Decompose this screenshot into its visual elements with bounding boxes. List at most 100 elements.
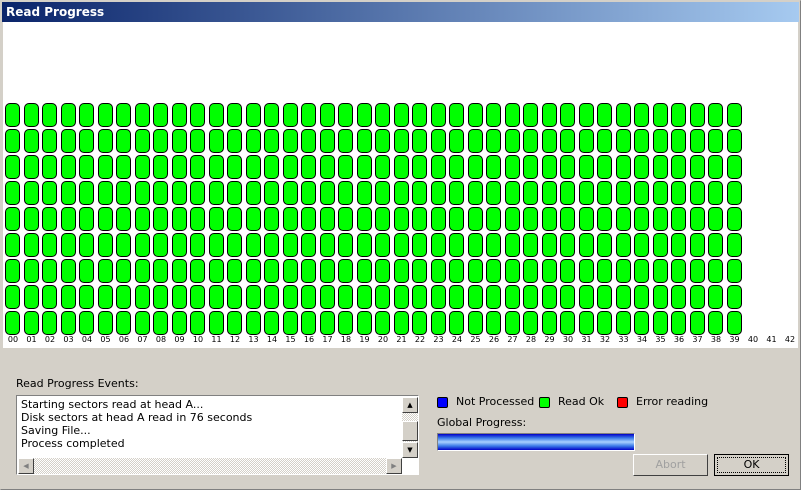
sector-cell [338, 207, 353, 231]
sector-cell [97, 129, 113, 153]
scroll-up-arrow-icon[interactable]: ▲ [402, 397, 418, 413]
sector-cell [541, 181, 557, 205]
sector-cell [97, 155, 113, 179]
event-line: Saving File... [21, 424, 91, 437]
column-label: 18 [340, 335, 352, 344]
sector-cell [338, 233, 353, 257]
global-progress-label: Global Progress: [437, 416, 527, 429]
sector-cell [282, 259, 298, 283]
sector-cell [356, 155, 372, 179]
scroll-left-arrow-icon[interactable]: ◀ [18, 458, 34, 474]
sector-cell [412, 181, 427, 205]
vertical-scroll-thumb[interactable] [402, 421, 418, 441]
column-label: 30 [562, 335, 574, 344]
sector-cell [597, 155, 612, 179]
scroll-right-arrow-icon[interactable]: ▶ [386, 458, 402, 474]
sector-cell [264, 233, 279, 257]
sector-cell [97, 311, 113, 335]
sector-cell [23, 129, 39, 153]
sector-cell [615, 181, 631, 205]
sector-cell [634, 207, 649, 231]
sector-cell [153, 233, 168, 257]
column-label: 31 [581, 335, 592, 344]
scroll-down-arrow-icon[interactable]: ▼ [402, 442, 418, 458]
column-label: 27 [507, 335, 518, 344]
sector-cell [430, 207, 446, 231]
sector-cell [375, 259, 390, 283]
column-label: 01 [26, 335, 37, 344]
sector-cell [97, 181, 113, 205]
sector-cell [504, 233, 520, 257]
sector-cell [597, 181, 612, 205]
horizontal-scrollbar[interactable] [18, 458, 402, 474]
sector-cell [319, 103, 335, 127]
sector-cell [190, 129, 205, 153]
sector-cell [153, 103, 168, 127]
sector-cell [578, 259, 594, 283]
column-label: 22 [414, 335, 426, 344]
sector-cell [338, 103, 353, 127]
column-label: 28 [525, 335, 537, 344]
sector-cell [134, 233, 150, 257]
column-label: 05 [100, 335, 111, 344]
sector-cell [671, 103, 686, 127]
sector-cell [375, 311, 390, 335]
sector-cell [467, 155, 483, 179]
sector-cell [671, 181, 686, 205]
column-label: 08 [155, 335, 167, 344]
column-label: 10 [192, 335, 204, 344]
column-label: 11 [211, 335, 222, 344]
sector-cell [393, 311, 409, 335]
sector-cell [393, 285, 409, 309]
sector-cell [412, 103, 427, 127]
column-label: 37 [692, 335, 703, 344]
progress-fill [438, 434, 634, 450]
sector-cell [597, 233, 612, 257]
sector-cell [190, 259, 205, 283]
sector-cell [171, 233, 187, 257]
sector-cell [430, 233, 446, 257]
sector-cell [467, 233, 483, 257]
sector-cell [708, 285, 723, 309]
sector-cell [541, 129, 557, 153]
sector-cell [42, 233, 57, 257]
sector-cell [5, 259, 20, 283]
sector-cell [689, 233, 705, 257]
sector-cell [264, 311, 279, 335]
sector-cell [615, 155, 631, 179]
sector-cell [375, 103, 390, 127]
sector-cell [42, 129, 57, 153]
window-title: Read Progress [2, 2, 799, 22]
column-label: 29 [544, 335, 555, 344]
abort-button[interactable]: Abort [633, 454, 708, 476]
sector-cell [264, 129, 279, 153]
sector-cell [430, 311, 446, 335]
sector-cell [60, 311, 76, 335]
sector-cell [245, 233, 261, 257]
sector-cell [301, 233, 316, 257]
legend-not-processed-swatch [437, 397, 448, 408]
sector-cell [486, 155, 501, 179]
ok-button[interactable]: OK [714, 454, 789, 476]
events-label: Read Progress Events: [16, 377, 139, 390]
sector-cell [560, 129, 575, 153]
sector-cell [486, 129, 501, 153]
sector-cell [634, 103, 649, 127]
sector-cell [79, 129, 94, 153]
sector-cell [375, 155, 390, 179]
sector-cell [227, 103, 242, 127]
sector-cell [615, 259, 631, 283]
sector-cell [301, 103, 316, 127]
sector-cell [356, 259, 372, 283]
events-list[interactable]: Starting sectors read at head A... Disk … [16, 395, 419, 475]
sector-cell [134, 311, 150, 335]
sector-cell [171, 311, 187, 335]
sector-cell [338, 181, 353, 205]
sector-cell [301, 311, 316, 335]
sector-cell [23, 207, 39, 231]
sector-cell [412, 233, 427, 257]
sector-cell [412, 259, 427, 283]
sector-cell [208, 155, 224, 179]
sector-cell [23, 259, 39, 283]
sector-cell [23, 285, 39, 309]
